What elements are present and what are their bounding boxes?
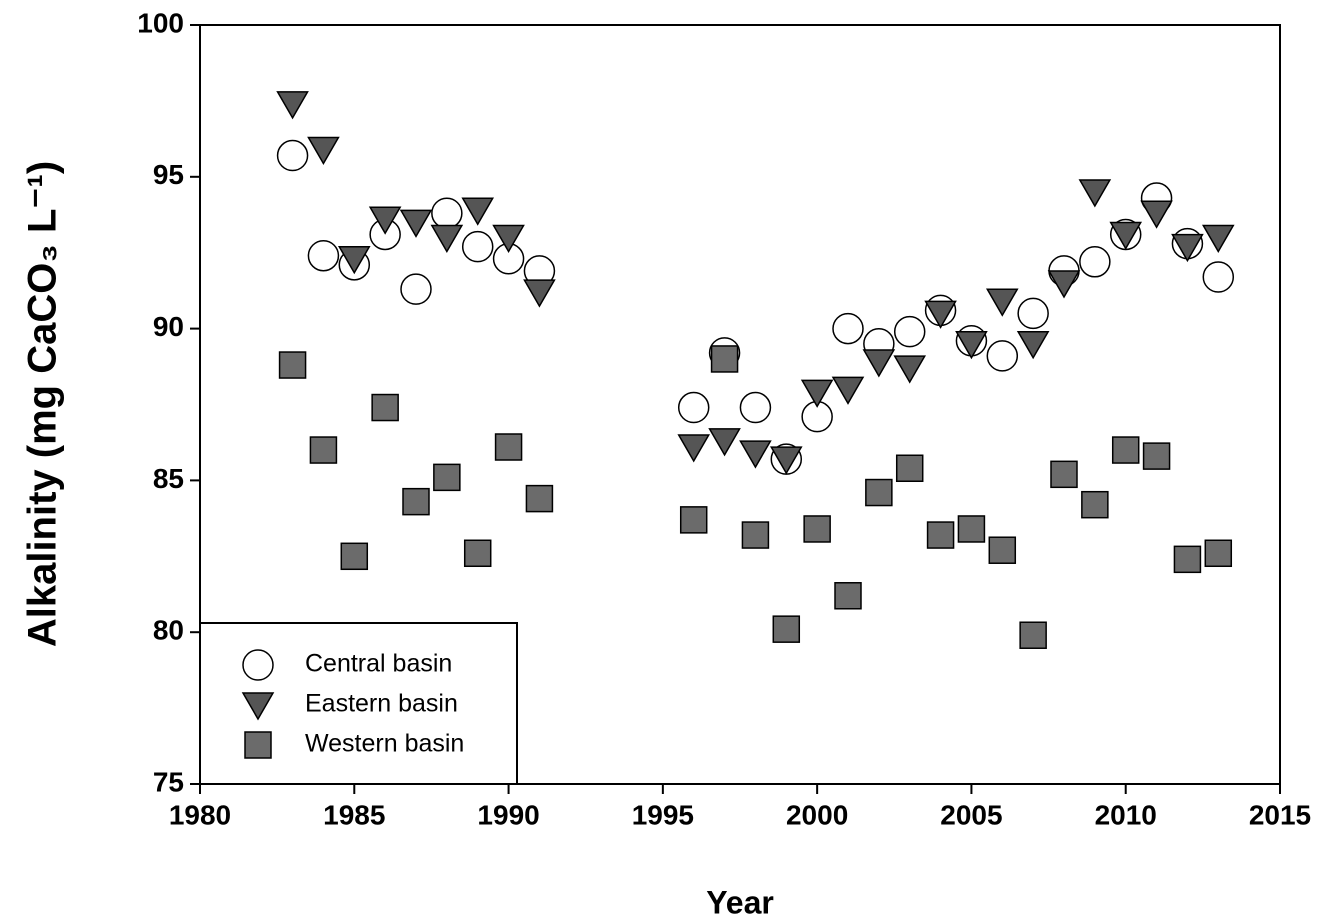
point [1202, 261, 1235, 293]
point [1078, 179, 1112, 208]
point [430, 224, 464, 254]
point [371, 393, 399, 422]
point [1142, 442, 1171, 470]
point [1111, 436, 1140, 464]
point [677, 434, 711, 463]
point [769, 446, 803, 475]
point [309, 436, 338, 464]
y-tick-label: 90 [153, 311, 184, 342]
point [677, 391, 710, 424]
legend-marker [241, 692, 275, 721]
point [523, 279, 556, 308]
legend-label: Western basin [305, 730, 464, 758]
point [1050, 460, 1078, 489]
point [402, 487, 430, 516]
point [895, 454, 924, 483]
point [278, 351, 307, 379]
legend-marker [242, 649, 274, 681]
x-tick-label: 2015 [1249, 799, 1311, 830]
point [739, 440, 772, 469]
point [433, 463, 461, 492]
y-tick-label: 85 [153, 463, 184, 494]
point [955, 331, 988, 360]
point [708, 428, 741, 457]
point [399, 209, 433, 238]
legend-label: Central basin [305, 650, 452, 678]
point [307, 239, 340, 272]
x-tick-label: 2000 [786, 799, 848, 830]
x-tick-label: 1995 [632, 799, 694, 830]
x-axis-title: Year [706, 884, 774, 920]
x-tick-label: 1985 [323, 799, 385, 830]
point [492, 224, 525, 254]
point [1109, 221, 1143, 250]
point [400, 273, 432, 305]
y-axis-title: Alkalinity (mg CaCO₃ L⁻¹) [21, 161, 65, 647]
point [431, 197, 463, 229]
x-tick-label: 2010 [1095, 799, 1157, 830]
point [772, 615, 801, 643]
point [957, 515, 986, 543]
point [461, 230, 494, 263]
point [1201, 224, 1235, 254]
point [276, 91, 309, 120]
point [1173, 545, 1202, 574]
point [862, 349, 896, 378]
point [924, 300, 957, 329]
point [832, 312, 864, 345]
point [463, 539, 492, 568]
point [1204, 539, 1233, 568]
point [803, 515, 831, 543]
x-tick-label: 1990 [477, 799, 539, 830]
plot-frame [199, 24, 1281, 785]
point [865, 478, 893, 507]
point [831, 376, 865, 405]
y-tick-label: 75 [153, 766, 184, 797]
y-tick-label: 80 [153, 615, 184, 646]
point [1047, 270, 1081, 299]
x-tick-label: 1980 [169, 799, 231, 830]
x-tick-label: 2005 [940, 799, 1002, 830]
point [834, 582, 862, 610]
point [986, 340, 1019, 372]
point [368, 206, 402, 235]
point [710, 345, 739, 373]
point [525, 484, 554, 513]
point [1081, 490, 1109, 519]
point [800, 379, 834, 408]
point [1016, 331, 1050, 360]
point [461, 197, 495, 226]
y-tick-label: 100 [137, 7, 184, 38]
point [985, 288, 1019, 317]
point [893, 315, 926, 348]
legend-label: Eastern basin [305, 690, 458, 718]
point [1017, 297, 1049, 330]
point [739, 391, 772, 424]
point [893, 355, 927, 384]
point [1140, 200, 1173, 229]
point [307, 136, 340, 165]
legend-marker [244, 731, 272, 759]
point [1079, 246, 1111, 278]
point [494, 433, 523, 461]
point [1171, 233, 1204, 263]
point [337, 246, 371, 275]
point [679, 506, 708, 534]
point [340, 542, 369, 571]
point [988, 536, 1017, 564]
point [1019, 621, 1047, 649]
point [741, 521, 770, 549]
point [926, 521, 955, 549]
point [276, 139, 309, 172]
y-tick-label: 95 [153, 159, 184, 190]
